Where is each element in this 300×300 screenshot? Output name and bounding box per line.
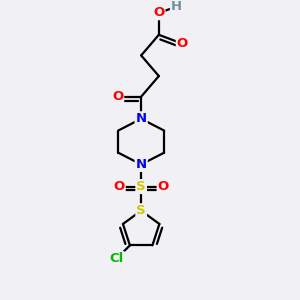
Text: H: H	[171, 0, 182, 13]
Text: N: N	[136, 158, 147, 171]
Text: Cl: Cl	[110, 252, 124, 265]
Text: O: O	[153, 6, 164, 19]
Text: S: S	[136, 180, 146, 193]
Text: N: N	[136, 112, 147, 125]
Text: O: O	[177, 37, 188, 50]
Text: O: O	[158, 180, 169, 193]
Text: O: O	[112, 90, 123, 103]
Text: O: O	[113, 180, 125, 193]
Text: S: S	[136, 204, 146, 217]
